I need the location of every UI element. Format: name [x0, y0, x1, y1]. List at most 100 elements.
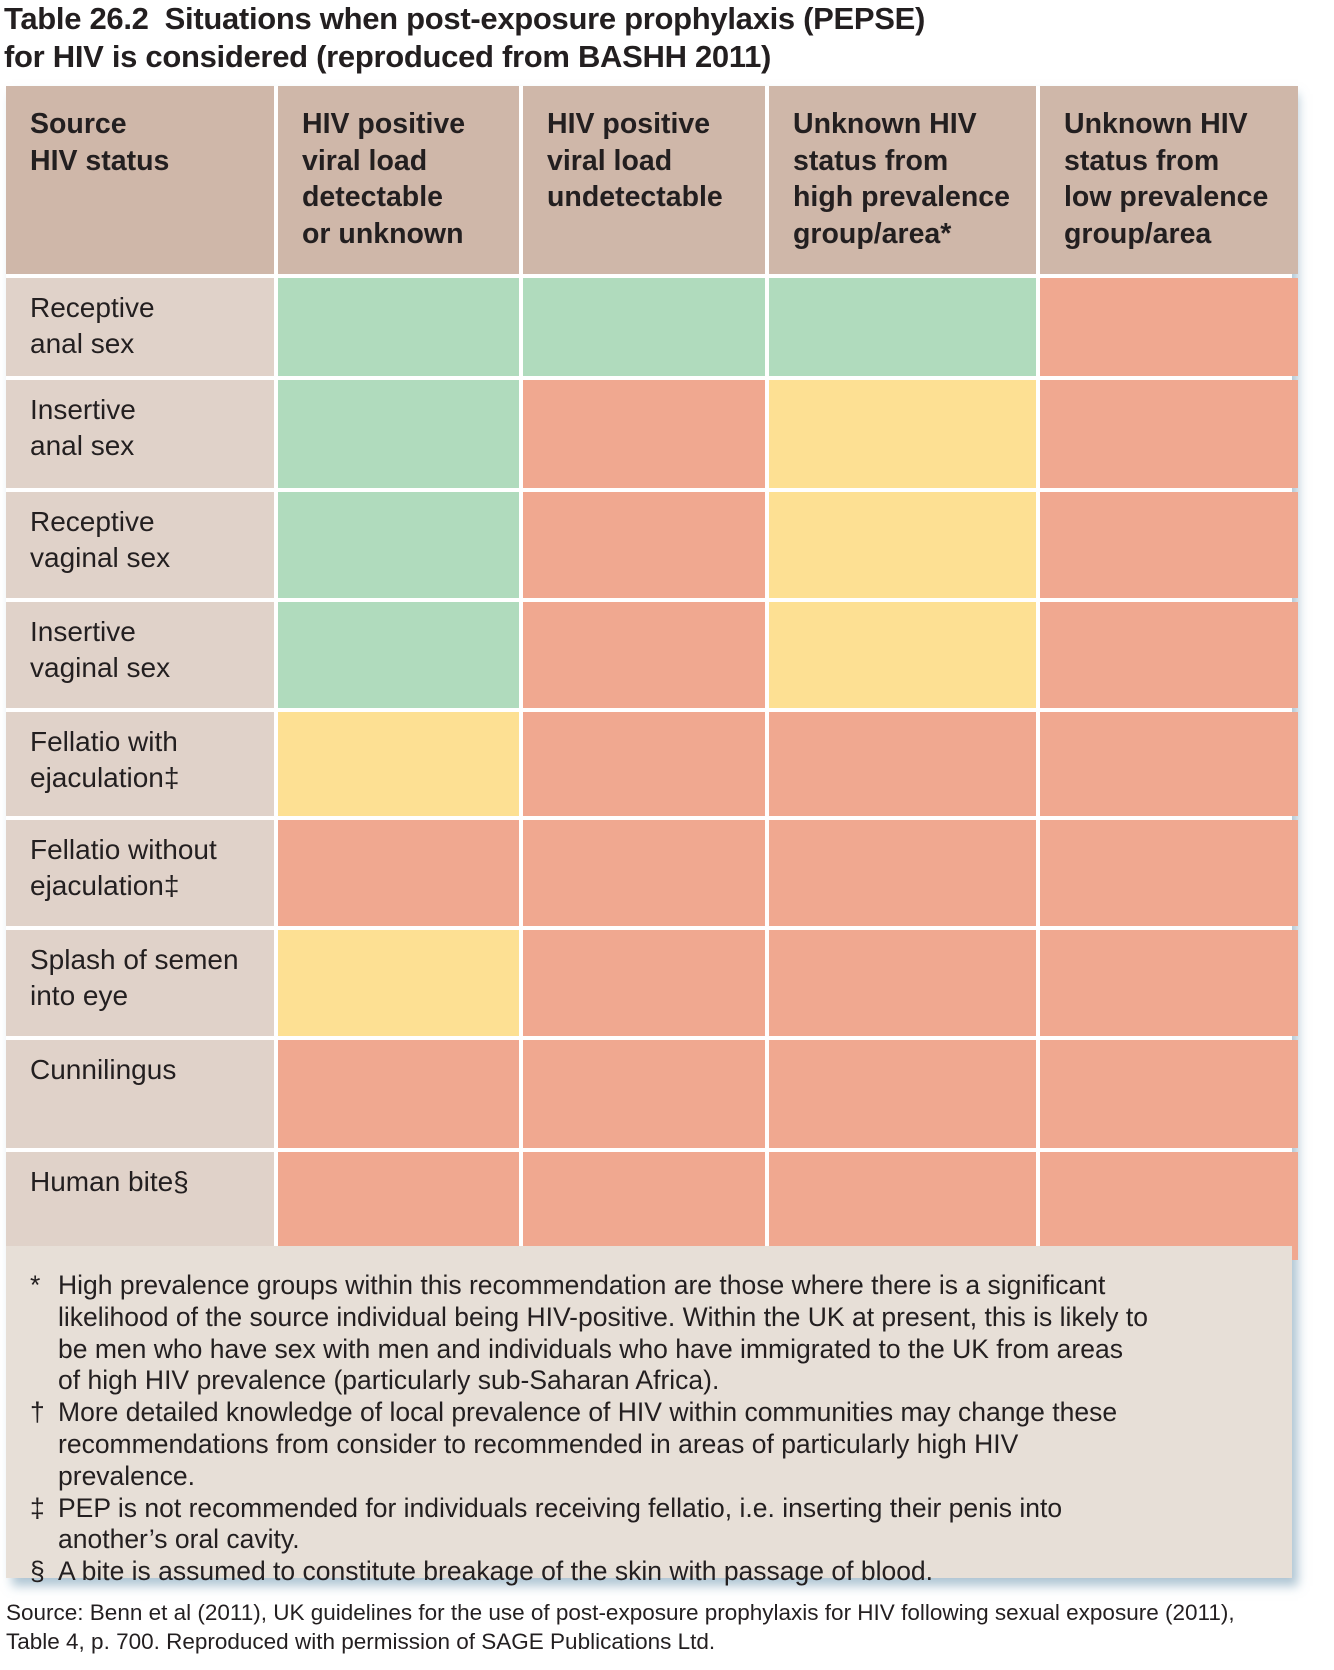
status-cell-red: [523, 930, 765, 1036]
status-cell-green: [278, 380, 519, 488]
row-label-line: Fellatio without: [30, 834, 217, 865]
row-label-line: vaginal sex: [30, 652, 171, 683]
header-text-line: status from: [1064, 144, 1220, 177]
footnote-text: More detailed knowledge of local prevale…: [58, 1397, 1118, 1491]
column-header: HIV positive viral load undetectable: [523, 86, 765, 274]
row-label: Fellatio with ejaculation‡: [6, 712, 274, 816]
row-label: Human bite§: [6, 1152, 274, 1260]
row-label-line: Receptive: [30, 292, 155, 323]
row-label-line: Insertive: [30, 616, 136, 647]
status-cell-green: [523, 278, 765, 376]
row-label-line: ejaculation‡: [30, 870, 180, 901]
header-text-line: status from: [793, 144, 949, 177]
column-header: Unknown HIV status from high prevalence gro…: [769, 86, 1036, 274]
row-label-line: ejaculation‡: [30, 762, 180, 793]
row-label: Receptive vaginal sex: [6, 492, 274, 598]
row-label: Cunnilingus: [6, 1040, 274, 1148]
row-label-line: Insertive: [30, 394, 136, 425]
status-cell-red: [1040, 820, 1298, 926]
row-label-line: anal sex: [30, 328, 135, 359]
status-cell-red: [523, 380, 765, 488]
status-cell-red: [523, 492, 765, 598]
footnote: * High prevalence groups within this reco…: [6, 1270, 1292, 1397]
status-cell-yellow: [278, 930, 519, 1036]
header-text-line: Unknown HIV: [793, 108, 977, 140]
row-label: Receptive anal sex: [6, 278, 274, 376]
row-label-line: vaginal sex: [30, 542, 171, 573]
footnote-mark: *: [30, 1270, 41, 1300]
row-label: Insertive vaginal sex: [6, 602, 274, 708]
status-cell-green: [278, 602, 519, 708]
footnote: § A bite is assumed to constitute breakag…: [6, 1556, 1292, 1588]
source-line-2: Table 4, p. 700. Reproduced with permiss…: [6, 1629, 716, 1654]
row-label-line: Receptive: [30, 506, 155, 537]
footnote-text: High prevalence groups within this recom…: [58, 1270, 1148, 1396]
status-cell-red: [523, 820, 765, 926]
status-cell-red: [523, 1040, 765, 1148]
column-header: Unknown HIV status from low prevalence grou…: [1040, 86, 1298, 274]
header-text-line: viral load: [547, 144, 673, 177]
header-text-line: high prevalence: [793, 181, 1010, 213]
status-cell-green: [278, 278, 519, 376]
table-number: Table 26.2: [4, 1, 149, 36]
row-label-line: Splash of semen: [30, 944, 239, 975]
header-text-line: undetectable: [547, 181, 723, 213]
footnote-mark: §: [30, 1556, 45, 1587]
header-text-line: low prevalence: [1064, 181, 1269, 213]
status-cell-green: [278, 492, 519, 598]
row-label-line: anal sex: [30, 430, 135, 461]
header-text-line: viral load: [302, 144, 428, 177]
footnote: ‡ PEP is not recommended for individuals…: [6, 1493, 1292, 1557]
status-cell-red: [1040, 602, 1298, 708]
pepse-table: Source HIV status HIV positive viral load de…: [6, 86, 1298, 1260]
status-cell-yellow: [769, 380, 1036, 488]
status-cell-red: [278, 1040, 519, 1148]
status-cell-yellow: [769, 602, 1036, 708]
table-frame: Source HIV status HIV positive viral load de…: [6, 86, 1298, 1586]
status-cell-red: [769, 930, 1036, 1036]
footnote-text: PEP is not recommended for individuals r…: [58, 1492, 1063, 1555]
row-label: Fellatio without ejaculation‡: [6, 820, 274, 926]
header-text-line: HIV status: [30, 144, 170, 177]
source-line-1: Source: Benn et al (2011), UK guidelines…: [6, 1600, 1235, 1625]
status-cell-red: [769, 1040, 1036, 1148]
status-cell-red: [278, 820, 519, 926]
row-label-line: into eye: [30, 980, 129, 1011]
status-cell-red: [1040, 278, 1298, 376]
status-cell-red: [1040, 712, 1298, 816]
row-label: Splash of semen into eye: [6, 930, 274, 1036]
title-text-1: Situations when post-exposure prophylaxi…: [164, 1, 926, 36]
header-text-line: or unknown: [302, 217, 464, 250]
header-text-line: Source: [30, 108, 127, 140]
footnote: † More detailed knowledge of local preval…: [6, 1397, 1292, 1492]
header-text-line: group/area: [1064, 217, 1212, 250]
footnote-mark: ‡: [30, 1492, 45, 1523]
status-cell-red: [523, 712, 765, 816]
footnotes-panel: * High prevalence groups within this reco…: [6, 1246, 1292, 1586]
status-cell-red: [1040, 380, 1298, 488]
status-cell-red: [523, 602, 765, 708]
status-cell-yellow: [769, 492, 1036, 598]
status-cell-red: [1040, 492, 1298, 598]
row-label: Insertive anal sex: [6, 380, 274, 488]
footnote-text: A bite is assumed to constitute breakage…: [58, 1556, 934, 1587]
status-cell-red: [1040, 930, 1298, 1036]
header-text-line: HIV positive: [302, 108, 466, 140]
footnote-mark: †: [30, 1397, 45, 1428]
status-cell-red: [523, 1152, 765, 1260]
row-label-line: Human bite§: [30, 1166, 189, 1197]
header-text-line: detectable: [302, 181, 443, 213]
status-cell-green: [769, 278, 1036, 376]
status-cell-red: [1040, 1152, 1298, 1260]
header-source-hiv-status: Source HIV status: [6, 86, 274, 274]
status-cell-red: [769, 1152, 1036, 1260]
column-header: HIV positive viral load detectable or unkno…: [278, 86, 519, 274]
header-text-line: Unknown HIV: [1064, 108, 1248, 140]
header-text-line: group/area*: [793, 217, 952, 250]
title-line-1: Table 26.2 Situations when post-exposure …: [4, 0, 1104, 38]
source-citation: Source: Benn et al (2011), UK guidelines…: [6, 1598, 1326, 1656]
status-cell-red: [769, 820, 1036, 926]
title-line-2: for HIV is considered (reproduced from B…: [4, 39, 772, 74]
row-label-line: Fellatio with: [30, 726, 178, 757]
table-title: Table 26.2 Situations when post-exposure …: [4, 0, 1104, 76]
